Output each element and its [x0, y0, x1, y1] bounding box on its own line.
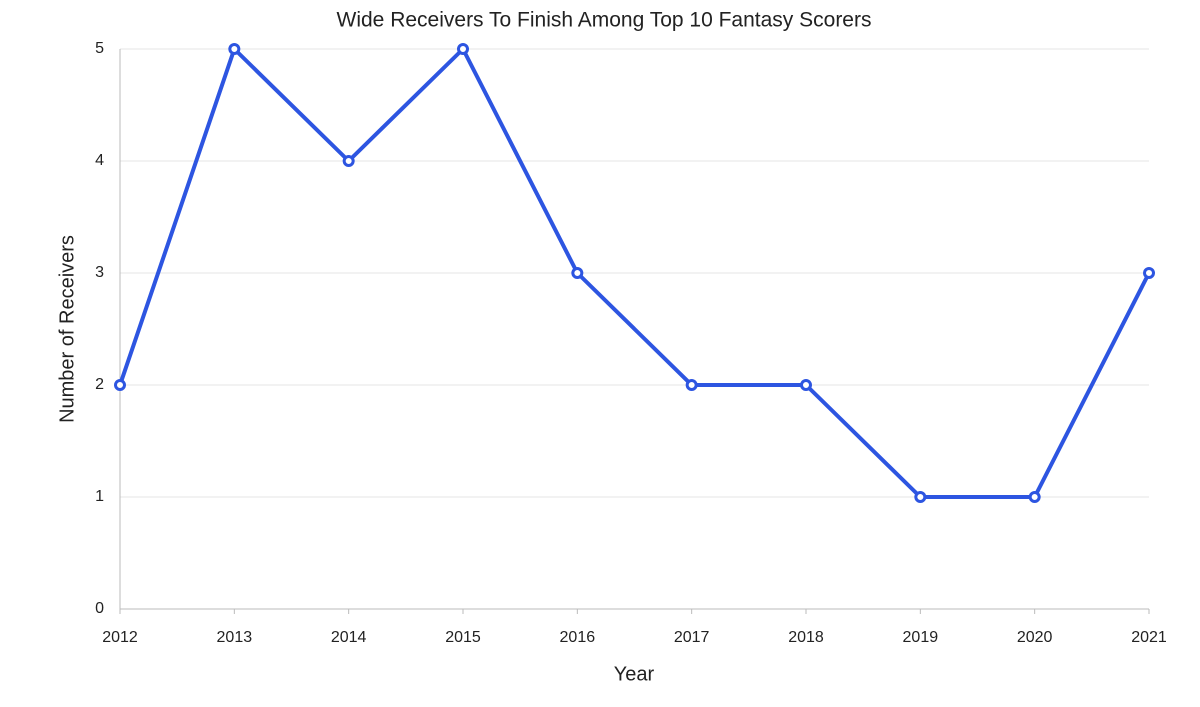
y-tick-label: 4 [95, 152, 104, 169]
data-point [342, 155, 355, 167]
x-tick-label: 2012 [102, 629, 138, 646]
x-tick-label: 2016 [560, 629, 596, 646]
x-tick-label: 2020 [1017, 629, 1053, 646]
x-tick-label: 2021 [1131, 629, 1167, 646]
x-axis-title: Year [614, 663, 655, 685]
data-point [571, 267, 584, 279]
x-tick-label: 2013 [217, 629, 253, 646]
data-point [114, 379, 126, 391]
x-tick-label: 2015 [445, 629, 481, 646]
chart-title: Wide Receivers To Finish Among Top 10 Fa… [337, 9, 872, 32]
data-point [800, 379, 812, 391]
data-point [914, 491, 927, 503]
x-tick-label: 2014 [331, 629, 367, 646]
y-tick-label: 2 [95, 376, 104, 393]
x-tick-label: 2017 [674, 629, 710, 646]
x-tick-label: 2019 [903, 629, 939, 646]
x-tick-label: 2018 [788, 629, 824, 646]
y-tick-label: 3 [95, 264, 104, 281]
series-line [118, 47, 1151, 499]
data-point [228, 43, 241, 55]
data-point [1028, 491, 1041, 503]
y-tick-label: 5 [95, 40, 104, 57]
data-point [457, 43, 469, 55]
y-axis-title: Number of Receivers [56, 235, 78, 423]
data-point [685, 379, 698, 391]
data-point [1143, 267, 1155, 279]
y-tick-label: 0 [95, 600, 104, 617]
y-tick-label: 1 [95, 488, 104, 505]
